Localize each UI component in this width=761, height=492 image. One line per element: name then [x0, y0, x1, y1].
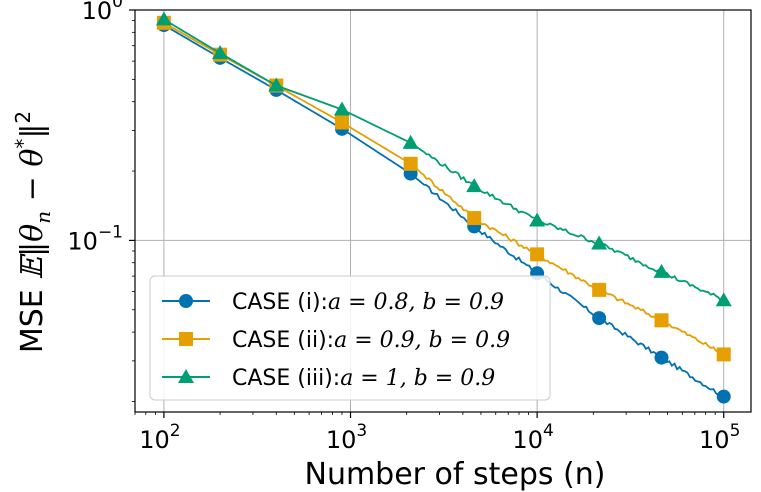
legend-marker [179, 294, 193, 308]
x-tick-label: 102 [139, 421, 180, 454]
data-point [333, 101, 350, 116]
data-point [403, 156, 418, 171]
series-line [163, 24, 725, 398]
plot-frame [134, 9, 752, 413]
legend-entry-1: CASE (i):a = 0.8, b = 0.9 [162, 290, 504, 315]
y-tick-label: 100 [82, 0, 123, 25]
axis-ticks: 102 103 104 105 100 10−1 [67, 0, 740, 454]
data-point [592, 282, 607, 297]
data-point [466, 178, 483, 193]
data-point [155, 11, 172, 26]
x-tick-label: 105 [699, 421, 740, 454]
data-point [654, 313, 669, 328]
legend-marker [179, 332, 193, 346]
series-layer [155, 11, 732, 404]
data-point [212, 45, 229, 60]
x-axis-label: Number of steps (n) [305, 457, 606, 492]
legend-marker [178, 369, 194, 383]
legend-box [149, 275, 551, 401]
series-line [163, 18, 724, 302]
data-point [529, 212, 546, 227]
data-point [716, 389, 731, 404]
data-point [715, 292, 732, 307]
legend-label: CASE (ii):a = 0.9, b = 0.9 [232, 328, 510, 353]
data-point [654, 350, 669, 365]
data-point [530, 247, 545, 262]
y-tick-label: 10−1 [67, 222, 123, 255]
data-point [653, 263, 670, 278]
x-tick-label: 103 [326, 421, 367, 454]
legend-label: CASE (iii):a = 1, b = 0.9 [232, 366, 495, 391]
x-tick-label: 104 [512, 421, 553, 454]
data-point [402, 134, 419, 149]
series-3 [155, 11, 732, 307]
data-point [467, 211, 482, 226]
legend-label: CASE (i):a = 0.8, b = 0.9 [232, 290, 504, 315]
legend: CASE (i):a = 0.8, b = 0.9 CASE (ii):a = 0… [149, 275, 551, 401]
y-axis-label: MSE 𝔼‖θn − θ*‖2 [11, 111, 55, 353]
data-point [592, 311, 607, 326]
data-point [334, 115, 349, 130]
data-point [268, 77, 285, 92]
data-point [591, 235, 608, 250]
data-point [716, 347, 731, 362]
legend-entry-3: CASE (iii):a = 1, b = 0.9 [162, 366, 495, 391]
legend-entry-2: CASE (ii):a = 0.9, b = 0.9 [162, 328, 510, 353]
